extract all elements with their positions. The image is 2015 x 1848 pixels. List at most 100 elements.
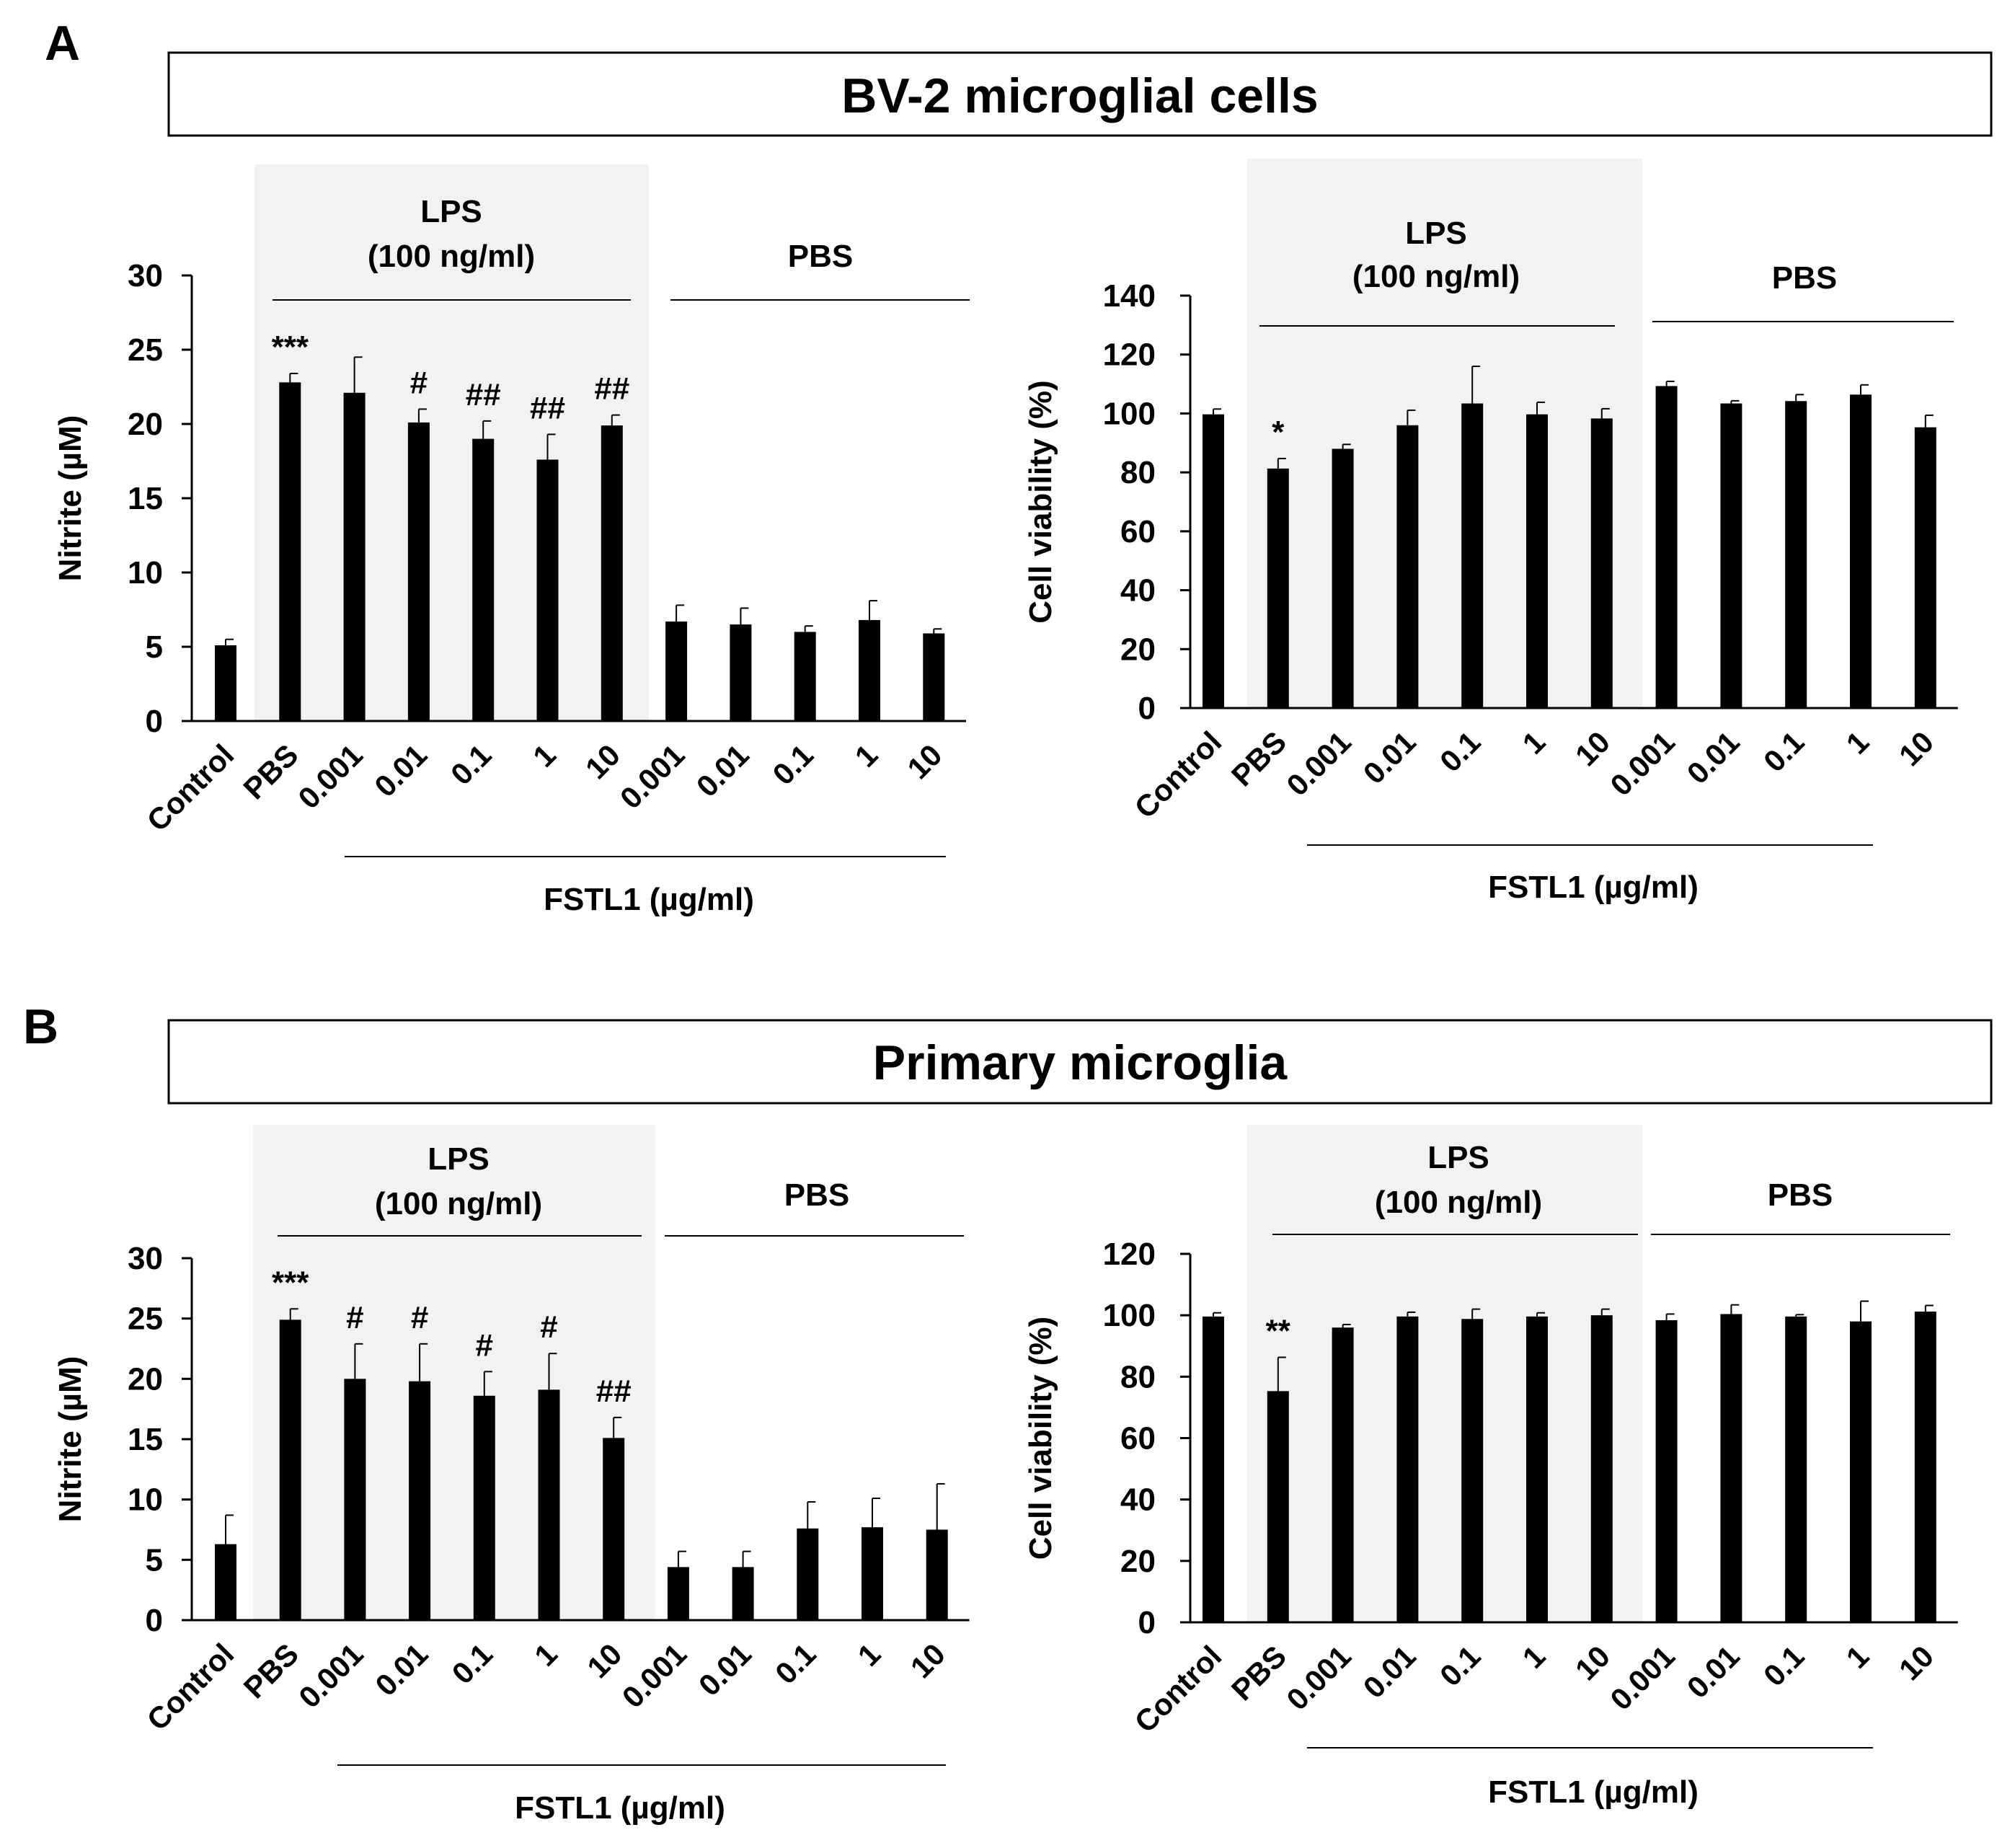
bar bbox=[1203, 414, 1224, 708]
y-tick-label: 30 bbox=[128, 1241, 163, 1276]
bar bbox=[601, 425, 623, 721]
significance-mark: * bbox=[1272, 415, 1285, 450]
category-label: PBS bbox=[237, 1637, 305, 1705]
category-label: 0.1 bbox=[444, 738, 498, 792]
viability-chart-primary: LPS (100 ng/ml) PBS 0 20 40 60 80 100 120 Cell via… bbox=[1023, 1125, 1958, 1810]
category-label: 10 bbox=[904, 1637, 952, 1684]
category-label: 10 bbox=[1892, 725, 1940, 772]
y-tick-label: 5 bbox=[146, 1542, 163, 1578]
bar bbox=[1785, 1316, 1807, 1622]
category-label: 10 bbox=[580, 1637, 628, 1684]
pbs-group-label: PBS bbox=[788, 239, 853, 274]
category-label: PBS bbox=[1225, 725, 1293, 792]
bar bbox=[279, 1319, 301, 1620]
category-label: 0.001 bbox=[1603, 1639, 1681, 1717]
category-label: 0.01 bbox=[1680, 1639, 1746, 1705]
bar bbox=[862, 1527, 883, 1620]
category-label: 0.1 bbox=[1757, 725, 1811, 779]
bar bbox=[1720, 1314, 1742, 1622]
panel-letter-b: B bbox=[23, 999, 58, 1054]
fstl1-axis-label: FSTL1 (µg/ml) bbox=[1488, 870, 1699, 905]
category-label: 10 bbox=[1569, 1639, 1616, 1686]
category-label: 0.1 bbox=[446, 1637, 500, 1691]
pbs-group-label: PBS bbox=[784, 1177, 849, 1213]
bar bbox=[473, 1395, 495, 1620]
category-label: 0.001 bbox=[291, 738, 369, 815]
y-tick-label: 80 bbox=[1120, 1359, 1156, 1394]
significance-mark: ## bbox=[596, 1374, 632, 1409]
category-label: 0.1 bbox=[1433, 1639, 1487, 1693]
category-label: Control bbox=[1128, 725, 1228, 825]
y-tick-label: 5 bbox=[146, 629, 163, 665]
bar bbox=[603, 1438, 625, 1620]
significance-mark: # bbox=[476, 1327, 493, 1363]
y-tick-label: 120 bbox=[1103, 1237, 1156, 1272]
y-tick-label: 20 bbox=[1120, 632, 1156, 667]
bar bbox=[1850, 1321, 1872, 1622]
y-tick-label: 80 bbox=[1120, 455, 1156, 490]
significance-mark: ## bbox=[594, 371, 629, 407]
significance-mark: # bbox=[346, 1300, 363, 1335]
y-axis-title: Cell viability (%) bbox=[1023, 380, 1058, 623]
bar bbox=[1332, 1327, 1354, 1622]
nitrite-chart-primary: LPS (100 ng/ml) PBS 0 5 10 15 20 25 30 Nitrite (µM… bbox=[53, 1125, 970, 1826]
bar bbox=[1203, 1316, 1224, 1622]
y-tick-label: 25 bbox=[128, 1301, 163, 1337]
category-label: 1 bbox=[526, 738, 562, 774]
category-label: 0.01 bbox=[368, 738, 433, 803]
bar bbox=[279, 382, 301, 721]
lps-label: LPS bbox=[420, 194, 482, 229]
bar bbox=[1267, 468, 1289, 708]
category-label: 1 bbox=[1516, 1639, 1552, 1675]
category-label: Control bbox=[141, 1637, 241, 1737]
significance-mark: ## bbox=[466, 377, 501, 412]
category-label: 0.01 bbox=[1357, 725, 1422, 790]
panel-title-box-b bbox=[167, 1019, 1993, 1105]
category-label: PBS bbox=[1225, 1639, 1293, 1707]
bar bbox=[923, 633, 945, 721]
y-tick-label: 100 bbox=[1103, 396, 1156, 431]
bar bbox=[1785, 401, 1807, 708]
panel-letter-a: A bbox=[45, 16, 80, 71]
y-tick-label: 20 bbox=[128, 407, 163, 442]
fstl1-axis-label: FSTL1 (µg/ml) bbox=[1488, 1774, 1699, 1810]
bar bbox=[1461, 403, 1484, 708]
category-label: 0.01 bbox=[692, 1637, 758, 1702]
bar bbox=[1914, 1312, 1936, 1622]
bar bbox=[407, 422, 430, 721]
y-tick-label: 60 bbox=[1120, 1421, 1156, 1456]
category-label: 10 bbox=[579, 738, 626, 785]
panel-title-b: Primary microglia bbox=[873, 1035, 1288, 1090]
lps-label: LPS bbox=[1405, 216, 1467, 251]
y-tick-label: 15 bbox=[128, 481, 163, 516]
bar bbox=[536, 459, 559, 721]
category-label: 10 bbox=[1569, 725, 1616, 772]
category-label: 0.01 bbox=[690, 738, 756, 803]
bar bbox=[1655, 386, 1678, 708]
y-tick-label: 25 bbox=[128, 332, 163, 368]
bar bbox=[472, 438, 495, 721]
y-tick-label: 10 bbox=[128, 1482, 163, 1518]
y-tick-label: 140 bbox=[1103, 278, 1156, 314]
category-label: 0.001 bbox=[1280, 725, 1358, 803]
y-axis-title: Nitrite (µM) bbox=[53, 415, 88, 582]
bar bbox=[730, 624, 752, 721]
category-label: 0.01 bbox=[1357, 1639, 1422, 1705]
lps-label: LPS bbox=[1427, 1140, 1489, 1175]
bar bbox=[1396, 1316, 1419, 1622]
bar bbox=[1526, 414, 1548, 708]
lps-concentration-label: (100 ng/ml) bbox=[375, 1186, 542, 1221]
category-label: 1 bbox=[1516, 725, 1552, 761]
category-label: Control bbox=[141, 738, 241, 838]
lps-concentration-label: (100 ng/ml) bbox=[1375, 1185, 1542, 1220]
category-label: 1 bbox=[849, 738, 885, 774]
category-label: 0.1 bbox=[769, 1637, 823, 1691]
bar bbox=[215, 1544, 236, 1620]
category-label: 1 bbox=[851, 1637, 887, 1673]
bar bbox=[1396, 425, 1419, 708]
panel-title-a: BV-2 microglial cells bbox=[841, 68, 1318, 123]
pbs-group-label: PBS bbox=[1768, 1177, 1833, 1213]
y-tick-label: 10 bbox=[128, 555, 163, 591]
lps-label: LPS bbox=[428, 1141, 490, 1177]
